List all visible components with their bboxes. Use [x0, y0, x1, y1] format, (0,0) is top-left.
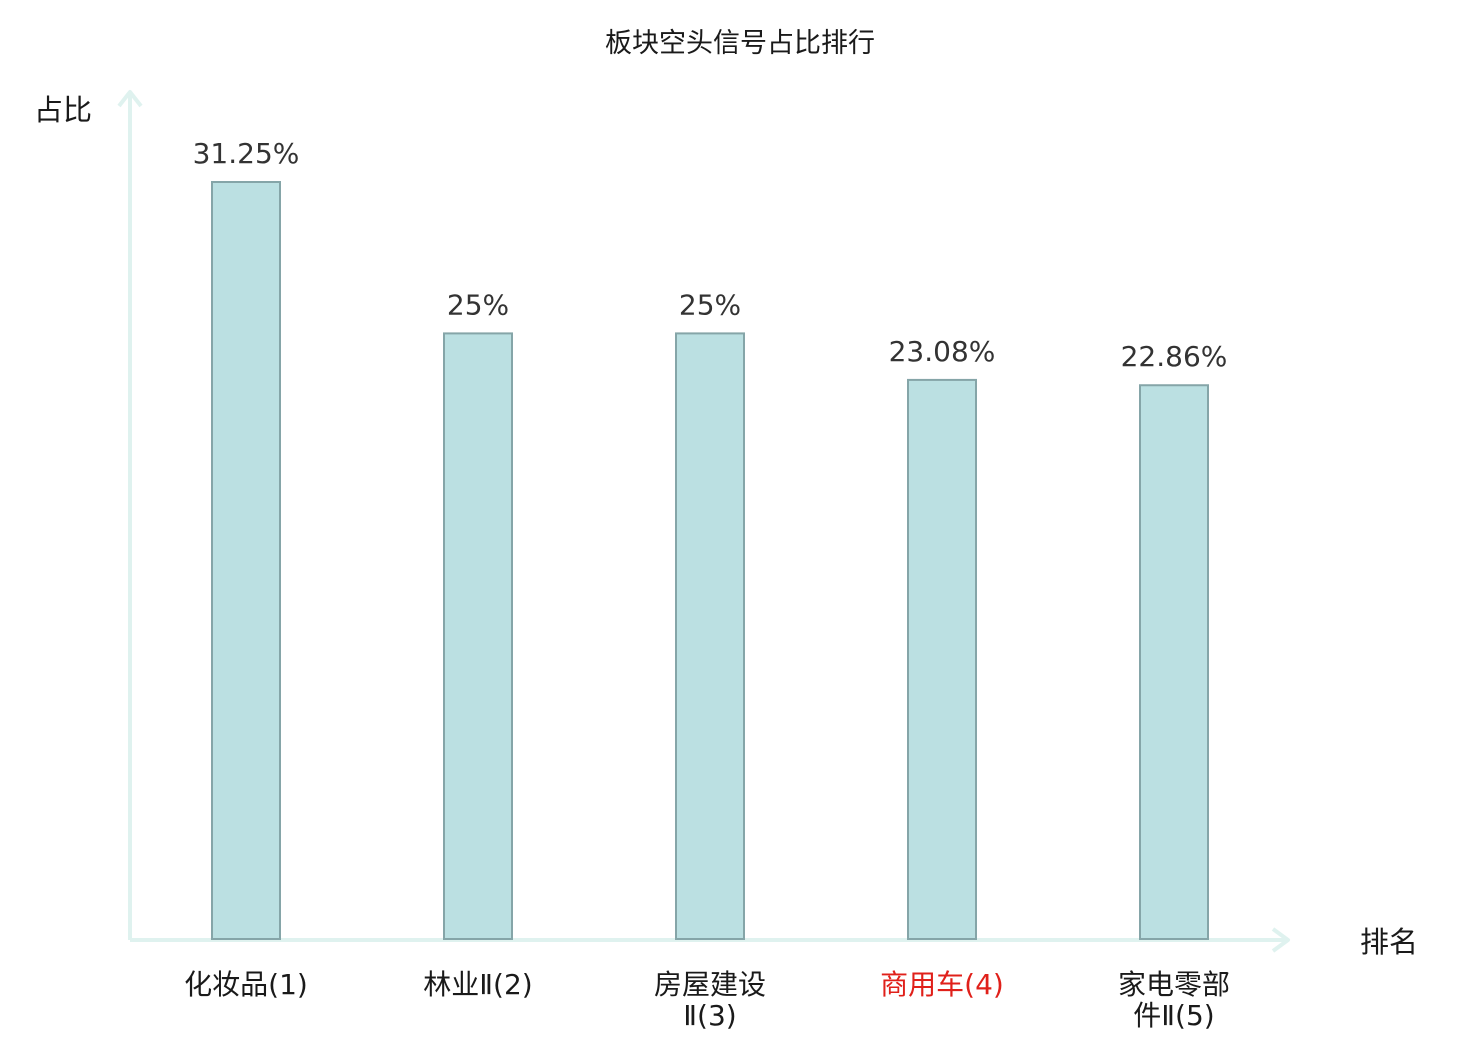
y-axis-label: 占比 [34, 93, 92, 127]
category-label-line: 林业Ⅱ(2) [423, 968, 532, 1001]
x-axis [130, 927, 1290, 953]
value-label-2: 25% [447, 288, 509, 321]
category-label-4: 商用车(4) [880, 968, 1004, 1001]
category-label-line: 房屋建设 [654, 968, 766, 1001]
category-label-line: 商用车(4) [880, 968, 1004, 1001]
category-labels-group: 化妆品(1) 林业Ⅱ(2) 房屋建设 Ⅱ(3) 商用车(4) 家电零部件Ⅱ(5) [184, 968, 1230, 1032]
bar-4 [907, 378, 977, 940]
bar-3 [675, 332, 745, 940]
value-label-3: 25% [679, 288, 741, 321]
category-label-1: 化妆品(1) [184, 968, 308, 1001]
y-axis [117, 90, 143, 940]
category-label-3: 房屋建设 Ⅱ(3) [654, 968, 766, 1032]
value-labels-group: 31.25% 25% 25% 23.08% 22.86% [193, 137, 1228, 373]
category-label-line: Ⅱ(3) [683, 999, 736, 1032]
value-label-4: 23.08% [889, 335, 996, 368]
chart-title: 板块空头信号占比排行 [605, 28, 875, 59]
category-label-5: 家电零部件Ⅱ(5) [1118, 968, 1230, 1032]
category-label-line: 化妆品(1) [184, 968, 308, 1001]
bar-2 [443, 332, 513, 940]
bar-1 [211, 181, 281, 940]
x-axis-label: 排名 [1360, 925, 1418, 959]
category-label-line: 家电零部 [1118, 968, 1230, 1001]
value-label-5: 22.86% [1121, 340, 1228, 373]
bar-5 [1139, 384, 1209, 940]
category-label-line: 件Ⅱ(5) [1133, 999, 1214, 1032]
value-label-1: 31.25% [193, 137, 300, 170]
category-label-2: 林业Ⅱ(2) [423, 968, 532, 1001]
bars-group [211, 181, 1209, 940]
